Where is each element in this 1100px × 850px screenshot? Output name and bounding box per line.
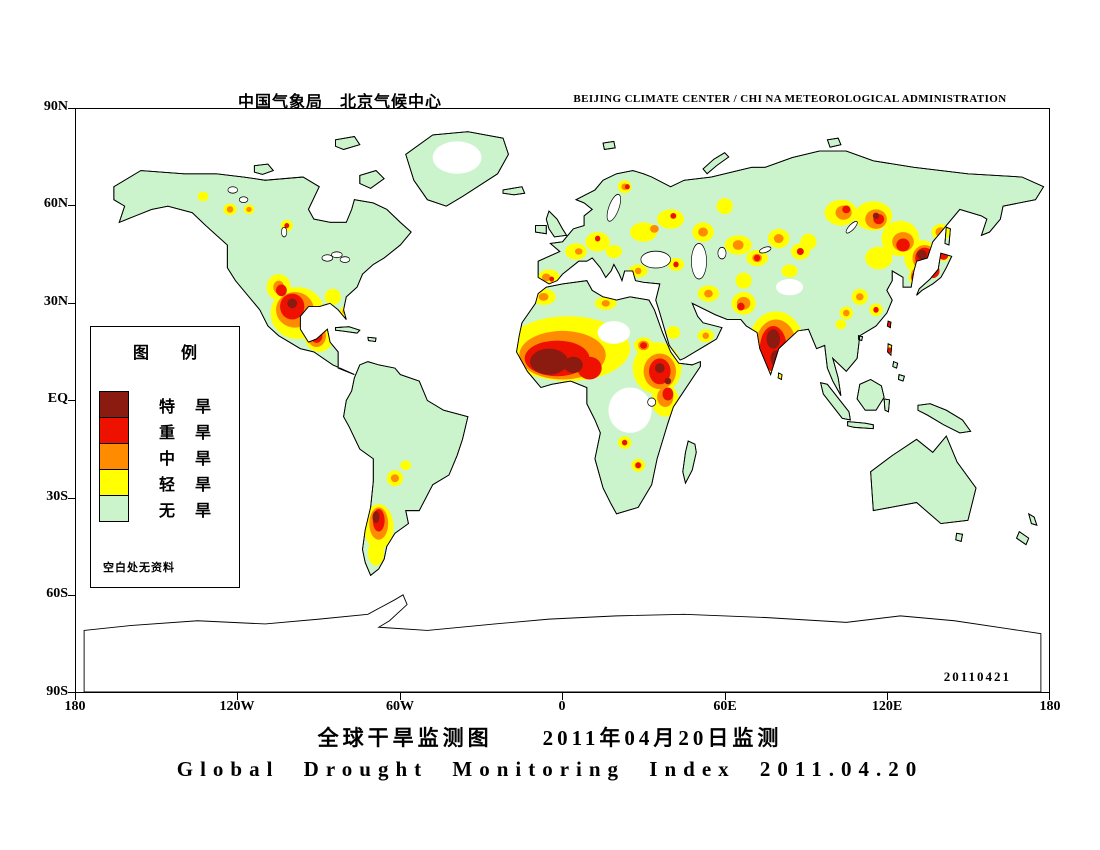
footer-title-cn: 全球干旱监测图 2011年04月20日监测 (317, 726, 783, 750)
legend-row-light: 轻 旱 (99, 469, 213, 496)
legend-title: 图 例 (132, 345, 197, 362)
left-tick (68, 498, 75, 499)
extreme-drought-label: 特 旱 (159, 398, 214, 416)
left-tick (68, 205, 75, 206)
xtick-180e: 180 (1039, 699, 1061, 714)
legend-box: 图 例 特 旱 重 旱 中 旱 轻 旱 无 旱 空白处无资料 (90, 326, 240, 588)
left-tick (68, 692, 75, 693)
legend-row-severe: 重 旱 (99, 417, 213, 444)
xtick-180w: 180 (64, 699, 86, 714)
world-map (76, 130, 1046, 692)
no-drought-swatch (99, 495, 129, 522)
moderate-drought-label: 中 旱 (159, 450, 214, 468)
bottom-tick (1049, 693, 1050, 700)
xtick-60e: 60E (713, 699, 737, 714)
legend-row-none: 无 旱 (99, 495, 213, 522)
ytick-30s: 30S (46, 489, 68, 504)
legend-row-moderate: 中 旱 (99, 443, 213, 470)
ytick-60n: 60N (43, 196, 68, 211)
bottom-tick (562, 693, 563, 700)
header-title-cn: 中国气象局 北京气候中心 (237, 94, 442, 111)
extreme-drought-swatch (99, 391, 129, 418)
bottom-tick (887, 693, 888, 700)
legend-note: 空白处无资料 (103, 562, 175, 574)
antarctica (84, 595, 1041, 692)
moderate-drought-swatch (99, 443, 129, 470)
ytick-90n: 90N (43, 99, 68, 114)
bottom-tick (725, 693, 726, 700)
xtick-120e: 120E (871, 699, 903, 714)
date-stamp: 20110421 (943, 669, 1011, 684)
ytick-eq: EQ (47, 391, 68, 406)
ytick-60s: 60S (46, 586, 68, 601)
no-data-patches (432, 141, 804, 433)
header-title-en: BEIJING CLIMATE CENTER / CHI NA METEOROL… (573, 93, 1007, 105)
lakes (227, 186, 858, 407)
xtick-60w: 60W (386, 699, 414, 714)
bottom-tick (400, 693, 401, 700)
ytick-90s: 90S (46, 684, 68, 699)
severe-drought-label: 重 旱 (159, 424, 214, 442)
left-tick (68, 303, 75, 304)
left-tick (68, 595, 75, 596)
left-tick (68, 108, 75, 109)
no-drought-label: 无 旱 (159, 502, 214, 520)
legend-items: 特 旱 重 旱 中 旱 轻 旱 无 旱 (99, 391, 213, 522)
light-drought-swatch (99, 469, 129, 496)
xtick-120w: 120W (219, 699, 255, 714)
left-tick (68, 400, 75, 401)
severe-drought-swatch (99, 417, 129, 444)
bottom-tick (237, 693, 238, 700)
light-drought-label: 轻 旱 (159, 476, 214, 494)
footer-title-en: Global Drought Monitoring Index 2011.04.… (176, 757, 924, 781)
bottom-tick (75, 693, 76, 700)
ytick-30n: 30N (43, 294, 68, 309)
xtick-0: 0 (558, 699, 566, 714)
legend-row-extreme: 特 旱 (99, 391, 213, 418)
